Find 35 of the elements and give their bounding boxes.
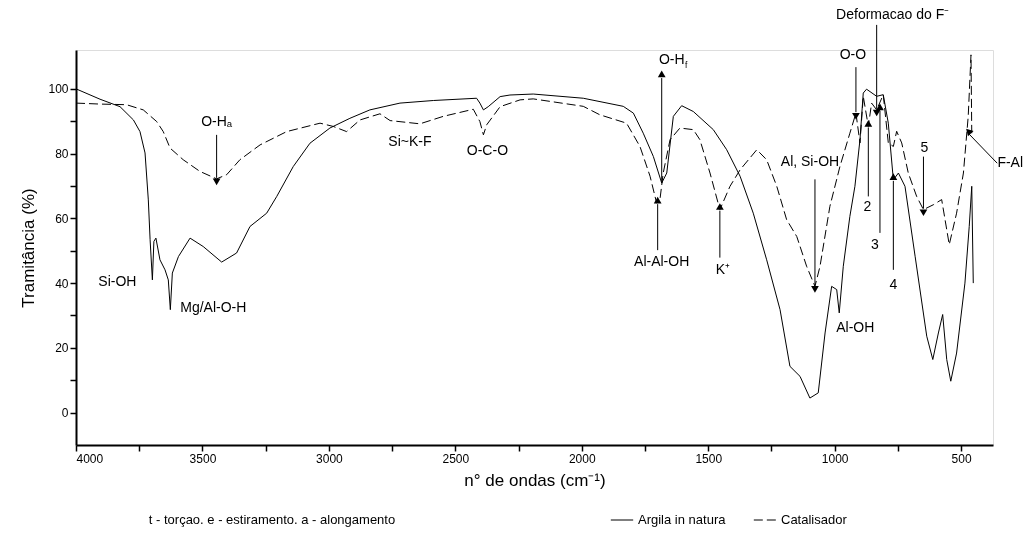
- x-tick-label: 3500: [189, 451, 217, 466]
- y-tick-label: 60: [55, 211, 69, 226]
- text: t - torçao. e - estiramento. a - alongamento: [148, 512, 396, 527]
- x-tick-label: 2000: [568, 451, 596, 466]
- annotation: Deformacao do F⁻: [836, 5, 950, 22]
- y-tick-label: 80: [55, 147, 69, 162]
- annotation: O-C-O: [466, 141, 509, 158]
- x-tick-label: 500: [951, 451, 972, 466]
- annotation: Al, Si-OH: [780, 153, 840, 170]
- x-axis-title: n° de ondas (cm⁻¹): [464, 470, 606, 490]
- legend-label: Catalisador: [781, 512, 848, 527]
- y-tick-label: 100: [48, 82, 69, 97]
- x-tick-label: 2500: [442, 451, 470, 466]
- annotation: Mg/Al-O-H: [180, 298, 247, 315]
- y-axis-title: Tramitância (%): [19, 188, 39, 308]
- x-tick-label: 3000: [316, 451, 344, 466]
- annotation: 3: [871, 235, 880, 252]
- x-tick-label: 1000: [821, 451, 849, 466]
- annotation: O-O: [839, 46, 867, 63]
- x-tick-label: 1500: [695, 451, 723, 466]
- y-tick-label: 20: [55, 341, 69, 356]
- annotation: Si~K-F: [388, 132, 432, 149]
- annotation: K⁺: [715, 260, 731, 277]
- annotation: Al-Al-OH: [634, 253, 690, 270]
- annotation: O-Hₐ: [201, 112, 233, 129]
- annotation: Si-OH: [98, 272, 137, 289]
- annotation: Al-OH: [836, 318, 875, 335]
- legend-label: Argila in natura: [638, 512, 727, 527]
- annotation: 2: [863, 198, 872, 215]
- annotation: 5: [920, 138, 929, 155]
- annotation: F-Al: [997, 154, 1024, 171]
- x-tick-label: 4000: [76, 451, 104, 466]
- y-tick-label: 40: [55, 276, 69, 291]
- annotation: 4: [889, 275, 898, 292]
- y-tick-label: 0: [61, 406, 69, 421]
